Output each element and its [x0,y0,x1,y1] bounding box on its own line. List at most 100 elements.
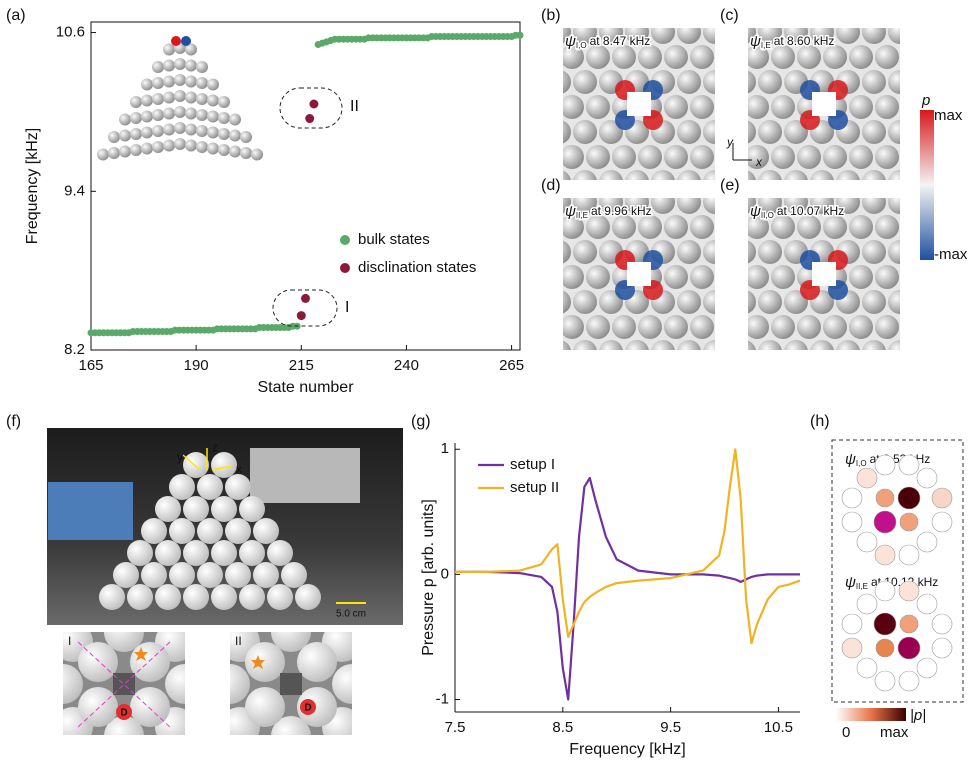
sphere [862,20,886,44]
colorbar-min: 0 [842,724,850,741]
sphere [875,215,899,239]
inset-sphere [163,92,175,104]
point [309,100,318,109]
panel-label: (a) [6,7,26,24]
y-axis-label: Pressure p [arb. units] [420,499,437,656]
sphere [690,45,714,69]
x-tick-label: 8.5 [552,719,573,736]
sphere [862,240,886,264]
sphere [875,315,899,339]
sphere [716,315,740,339]
amp-site [874,511,896,533]
photo-sphere [211,496,237,522]
amp-site [932,512,952,532]
sphere [690,215,714,239]
amp-site [932,638,952,658]
sphere [849,215,873,239]
sphere [573,340,597,364]
sphere [784,340,808,364]
psi-subscript: I,O [856,459,867,468]
sphere [703,70,727,94]
legend-label: setup I [510,456,555,473]
view-label: I [68,634,71,648]
psi-subscript: I,O [576,41,587,50]
x-tick-label: 10.5 [764,719,793,736]
inset-sphere [196,141,208,153]
inset-sphere [152,125,164,137]
inset-sphere [185,92,197,104]
sphere [784,170,808,194]
sphere [547,290,571,314]
photo-sphere [183,496,209,522]
amp-site [842,614,862,634]
photo-sphere [253,562,279,588]
x-tick-label: 240 [394,357,419,374]
photo-sphere [169,474,195,500]
inset-sphere [141,79,153,91]
inset-sphere [163,60,175,72]
instrument [48,482,133,540]
dashed-box [832,440,963,702]
x-tick-label: 265 [499,357,524,374]
legend-label: setup II [510,479,559,496]
sphere [888,170,912,194]
inset-sphere [141,143,153,155]
inset-sphere [174,74,186,86]
sphere [612,315,636,339]
sphere [862,290,886,314]
amp-site [857,658,877,678]
psi-symbol: ψ [565,203,576,220]
inset-sphere [196,125,208,137]
sphere [862,70,886,94]
photo-sphere [281,562,307,588]
sphere [703,340,727,364]
y-tick-label: 10.6 [56,24,85,41]
amp-site [875,545,895,565]
inset-sphere [196,109,208,121]
point [517,32,524,39]
inset-sphere [218,112,230,124]
legend-label: bulk states [358,231,430,248]
panel-label: (d) [541,177,561,194]
inset-sphere [119,114,131,126]
inset-sphere [130,112,142,124]
inset-sphere [152,109,164,121]
photo-sphere [197,518,223,544]
x-tick-label: 7.5 [445,719,466,736]
sphere [638,145,662,169]
sphere [810,170,834,194]
psi-text: at 10.07 kHz [777,204,844,218]
photo-sphere [155,540,181,566]
sphere [745,95,769,119]
photo-sphere [267,540,293,566]
sphere [771,315,795,339]
inset-sphere [141,95,153,107]
inset-sphere [185,140,197,152]
view-sphere [297,642,337,682]
sphere [771,265,795,289]
inset-sphere [207,95,219,107]
sphere [888,340,912,364]
colorbar-min: -max [934,246,968,263]
sphere [875,145,899,169]
sphere [716,45,740,69]
inset-sphere [240,147,252,159]
photo-sphere [183,584,209,610]
sphere [888,190,912,214]
sphere [703,240,727,264]
amp-site [899,671,919,691]
inset-sphere [130,128,142,140]
inset-sphere [163,108,175,120]
inset-sphere [174,106,186,118]
view-sphere [210,664,250,704]
psi-subscript: II,E [856,582,868,591]
photo-sphere [225,474,251,500]
inset-sphere [108,147,120,159]
sphere [664,145,688,169]
sphere [690,315,714,339]
inset-sphere [185,108,197,120]
panel-label: (c) [720,7,739,24]
sphere [547,70,571,94]
x-tick-label: 190 [184,357,209,374]
amp-site [874,613,896,635]
